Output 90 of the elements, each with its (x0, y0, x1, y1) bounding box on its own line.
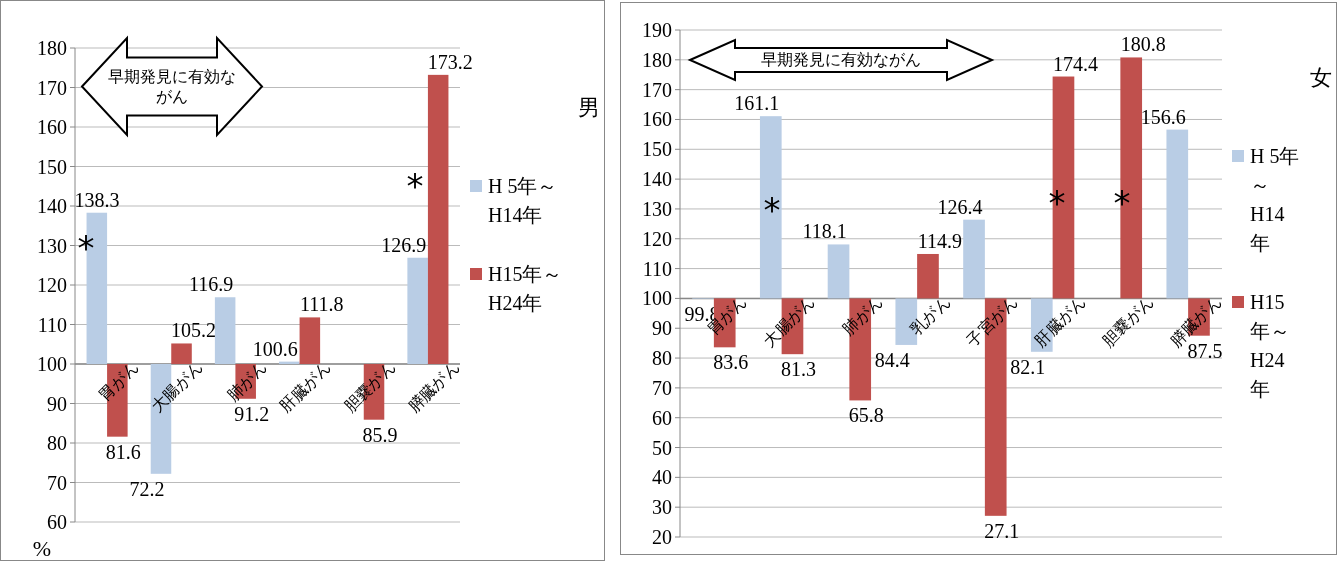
bar (917, 253, 939, 299)
y-tick-label: 40 (652, 466, 672, 489)
y-tick-label: 60 (652, 406, 672, 429)
data-label: 87.5 (1187, 339, 1223, 362)
bar (427, 74, 449, 364)
y-tick-label: 100 (642, 287, 672, 310)
y-tick-label: 110 (37, 313, 67, 336)
x-tick-label: 肺がん (223, 358, 270, 405)
data-label: 180.8 (1120, 33, 1166, 56)
data-label: 126.9 (381, 233, 427, 256)
x-tick-label: 肝臓がん (276, 358, 334, 416)
data-label: 85.9 (362, 423, 398, 446)
data-label: 27.1 (984, 519, 1020, 542)
x-tick-label: 胆嚢がん (1099, 292, 1157, 350)
x-tick-label: 乳がん (907, 292, 954, 339)
y-tick-label: 120 (37, 274, 67, 296)
y-tick-label: 160 (642, 108, 672, 131)
data-label: 72.2 (129, 477, 165, 500)
y-tick-label: 90 (652, 317, 672, 340)
data-label: 100.6 (252, 337, 298, 360)
y-tick-label: 80 (47, 432, 67, 454)
x-tick-label: 大腸がん (760, 292, 818, 350)
y-tick-label: 30 (652, 496, 672, 519)
y-tick-label: 70 (652, 376, 672, 399)
y-tick-label: 20 (652, 526, 672, 548)
legend-label: H 5年～H14年 (1250, 144, 1300, 256)
y-tick-label: 100 (37, 353, 67, 375)
x-tick-label: 肺がん (839, 292, 886, 339)
data-label: 81.3 (780, 358, 816, 381)
data-label: 91.2 (234, 402, 270, 425)
y-tick-label: 80 (652, 347, 672, 370)
y-tick-label: 70 (47, 471, 67, 494)
x-tick-label: 膵臓がん (404, 358, 463, 416)
data-label: 65.8 (848, 404, 884, 427)
data-label: 81.6 (105, 440, 141, 463)
x-tick-label: 肝臓がん (1031, 292, 1089, 350)
y-tick-label: 160 (37, 116, 67, 138)
y-tick-label: 50 (652, 436, 672, 459)
data-label: 173.2 (427, 50, 473, 73)
x-tick-label: 胃がん (95, 358, 142, 405)
data-label: 138.3 (74, 188, 120, 211)
y-tick-label: 150 (642, 138, 672, 161)
data-label: 161.1 (734, 92, 780, 115)
y-tick-label: 130 (642, 197, 672, 220)
y-tick-label: 150 (37, 155, 67, 178)
bar (407, 257, 428, 364)
data-label: 116.9 (189, 273, 234, 296)
y-tick-label: 130 (37, 234, 67, 257)
data-label: 118.1 (802, 220, 847, 243)
data-label: 82.1 (1010, 355, 1046, 378)
bar (214, 297, 236, 364)
legend-label: H 5年～H14年 (488, 174, 559, 228)
y-tick-label: 90 (47, 392, 67, 415)
data-label: 84.4 (874, 348, 910, 371)
bar (299, 317, 321, 364)
data-label: 83.6 (713, 351, 749, 374)
y-tick-label: 110 (642, 257, 672, 280)
y-tick-label: 60 (47, 511, 67, 533)
x-tick-label: 大腸がん (148, 358, 206, 416)
data-label: 126.4 (937, 195, 983, 218)
data-label: 174.4 (1052, 52, 1098, 75)
y-tick-label: 140 (642, 168, 672, 191)
legend-title: 女 (1309, 64, 1332, 92)
bar (759, 116, 782, 299)
bar (827, 244, 850, 299)
annotation: * (406, 166, 424, 206)
data-label: 156.6 (1140, 105, 1186, 128)
y-tick-label: 140 (37, 195, 67, 217)
bar (171, 343, 192, 364)
legend-label: H15年～H24年 (488, 262, 564, 316)
y-tick-label: 180 (642, 48, 672, 71)
annotation: * (77, 228, 95, 268)
y-axis-title: % (32, 536, 52, 561)
annotation: 早期発見に有効ながん (760, 50, 922, 70)
y-tick-label: 170 (37, 76, 67, 99)
data-label: 114.9 (917, 229, 963, 252)
bar (963, 219, 985, 299)
legend-label: H15年～H24年 (1250, 290, 1291, 402)
annotation: 早期発見に有効ながん (107, 66, 237, 107)
bar (1166, 129, 1189, 299)
x-tick-label: 子宮がん (963, 292, 1021, 350)
data-label: 105.2 (171, 319, 217, 342)
x-tick-label: 胆嚢がん (340, 358, 398, 416)
y-tick-label: 190 (642, 19, 672, 41)
y-tick-label: 180 (37, 37, 67, 59)
y-tick-label: 120 (642, 227, 672, 250)
annotation: * (763, 190, 781, 230)
y-tick-label: 170 (642, 78, 672, 101)
legend-title: 男 (577, 94, 600, 122)
data-label: 111.8 (300, 293, 344, 316)
